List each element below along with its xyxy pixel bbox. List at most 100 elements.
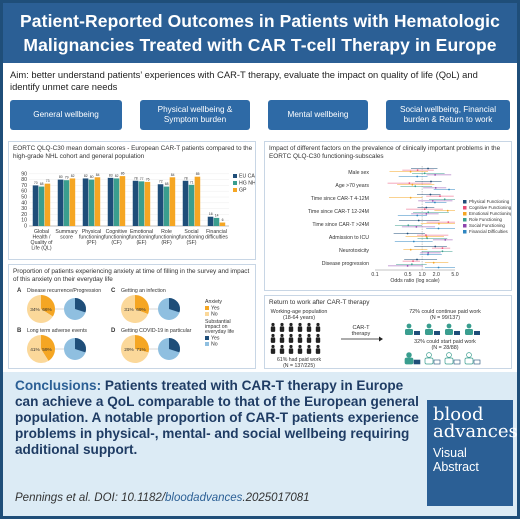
- forest-point: [423, 208, 426, 210]
- bar: [119, 176, 126, 226]
- person-icon-head: [316, 322, 320, 327]
- person-icon-body: [315, 348, 321, 354]
- pie-value-yes: 31%: [124, 307, 134, 313]
- legend-swatch: [233, 188, 237, 192]
- continue-n: (N = 99/137): [430, 315, 460, 321]
- bar-data-label: 78: [134, 176, 138, 180]
- population-label: Working-age population: [271, 309, 328, 315]
- person-icon-body: [279, 337, 285, 343]
- conclusions-body: Patients treated with CAR-T therapy in E…: [15, 378, 419, 457]
- impact-legend-title-3: everyday life: [205, 329, 234, 335]
- citation: Pennings et al. DOI: 10.1182/bloodadvanc…: [15, 492, 310, 504]
- pie-label: Disease recurrence/Progression: [27, 288, 101, 294]
- pie-slice-no: [121, 295, 149, 323]
- forest-legend-swatch: [463, 230, 467, 234]
- bar-category-label: functioning: [129, 235, 154, 241]
- bar-data-label: 79: [65, 176, 69, 180]
- person-icon-body: [315, 337, 321, 343]
- forest-point: [416, 175, 419, 178]
- forest-factor-label: Time since CAR-T >24M: [312, 222, 369, 228]
- bar-category-label: Financial: [206, 229, 227, 235]
- forest-point: [431, 200, 434, 202]
- bar-data-label: 72: [159, 180, 163, 184]
- bar-data-label: 14: [215, 213, 219, 217]
- forest-x-tick-label: 0.5: [404, 272, 411, 278]
- forest-point: [409, 170, 412, 173]
- forest-plot-panel: Impact of different factors on the preva…: [264, 141, 512, 291]
- bar-data-label: 82: [84, 174, 88, 178]
- forest-point: [417, 219, 420, 222]
- return-to-work-graphic: Working-age population(18-64 years) 61% h…: [271, 309, 482, 369]
- bar: [182, 180, 189, 226]
- person-icon-head: [271, 333, 275, 338]
- person-icon-head: [271, 344, 275, 349]
- bar: [213, 217, 220, 226]
- forest-point: [412, 260, 414, 262]
- bar-category-label: Summary: [55, 229, 78, 235]
- forest-x-axis-label: Odds ratio (log scale): [390, 278, 440, 284]
- forest-point: [447, 221, 450, 223]
- forest-point: [415, 226, 418, 228]
- bar-category-label: Role: [161, 229, 172, 235]
- bar-y-tick-label: 10: [21, 218, 27, 224]
- pie-value-yes: 34%: [30, 307, 40, 313]
- bar: [94, 177, 101, 226]
- forest-factor-label: Time since CAR-T 4-12M: [311, 196, 369, 202]
- bar: [219, 222, 226, 226]
- forest-point: [448, 188, 450, 191]
- forest-factor-label: Time since CAR-T 12-24M: [308, 209, 369, 215]
- bar-data-label: 85: [196, 172, 200, 176]
- conclusions-label: Conclusions:: [15, 378, 102, 393]
- bar-y-tick-label: 40: [21, 200, 27, 206]
- bar-chart-title: EORTC QLQ-C30 mean domain scores - Europ…: [13, 145, 253, 160]
- pie-letter: B: [17, 328, 22, 334]
- forest-point: [441, 250, 444, 253]
- anxiety-no-label: No: [211, 312, 218, 318]
- person-icon-body: [315, 326, 321, 332]
- conclusions-box: Conclusions: Patients treated with CAR-T…: [3, 372, 518, 516]
- pie-slice-yes: [41, 335, 56, 361]
- forest-point: [407, 224, 410, 227]
- forest-point: [437, 266, 440, 269]
- pie-value-no: 66%: [42, 307, 52, 313]
- person-icon-head: [316, 333, 320, 338]
- pie-letter: D: [111, 328, 116, 334]
- bar-category-label: Global: [34, 229, 49, 235]
- title-line-2: Malignancies Treated with CAR T-cell The…: [23, 35, 497, 55]
- person-icon-head: [280, 333, 284, 338]
- forest-legend-swatch: [463, 224, 467, 228]
- pie-slice-no: [121, 335, 149, 363]
- bar-category-label: (EF): [136, 240, 146, 246]
- forest-point: [414, 185, 417, 188]
- forest-point: [425, 235, 428, 238]
- person-icon-head: [298, 344, 302, 349]
- bar-data-label: 70: [34, 181, 38, 185]
- legend-label: EU CAR-T: [239, 174, 255, 180]
- person-icon-head: [316, 344, 320, 349]
- bar-category-label: (CF): [111, 240, 122, 246]
- forest-point: [412, 240, 415, 243]
- impact-legend-title-2: impact on: [205, 324, 228, 330]
- forest-legend-label: Physical Functioning: [469, 199, 510, 204]
- bar-data-label: 82: [115, 174, 119, 178]
- laptop-icon: [473, 359, 481, 365]
- person-icon-head: [280, 322, 284, 327]
- bar-data-label: 84: [171, 173, 175, 177]
- laptop-icon: [474, 331, 480, 335]
- anxiety-yes-label: Yes: [211, 306, 220, 312]
- person-icon-body: [288, 326, 294, 332]
- person-icon-body: [306, 348, 312, 354]
- worker-icon-body: [464, 357, 474, 365]
- pie-value-no: 71%: [136, 347, 146, 353]
- person-icon-head: [298, 322, 302, 327]
- forest-point: [444, 239, 447, 241]
- forest-point: [437, 227, 440, 230]
- bar-category-label: functioning: [179, 235, 204, 241]
- bar-category-label: functioning: [79, 235, 104, 241]
- therapy-arrow-head: [379, 336, 383, 342]
- bar: [32, 185, 39, 226]
- forest-factor-label: Disease progression: [322, 261, 369, 267]
- aim-text: Aim: better understand patients’ experie…: [10, 69, 478, 92]
- bar-y-tick-label: 30: [21, 206, 27, 212]
- therapy-label-1: CAR-T: [352, 325, 370, 331]
